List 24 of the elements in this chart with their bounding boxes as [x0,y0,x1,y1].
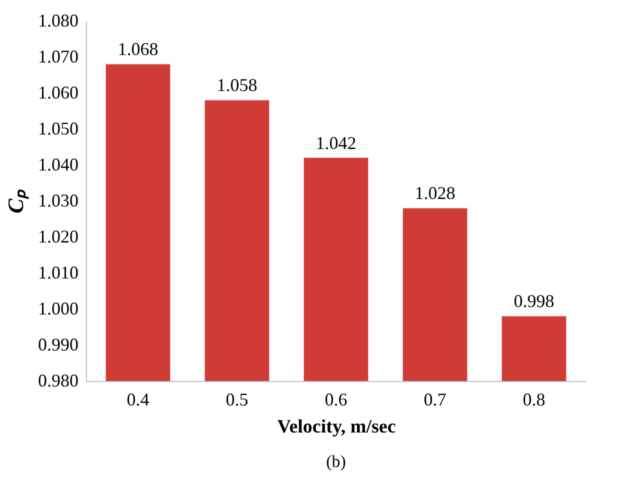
text: (b) [326,452,346,471]
y-tick-label: 1.080 [38,10,78,30]
x-tick-label: 0.7 [424,390,446,410]
y-tick-label: 1.010 [38,262,78,282]
data-label: 1.068 [118,39,158,60]
y-tick-label: 1.050 [38,118,78,138]
data-label: 0.998 [514,291,554,312]
y-tick-label: 0.980 [38,370,78,390]
y-axis-title: Cₚ [3,188,29,214]
y-tick-label: 1.020 [38,226,78,246]
data-label: 1.042 [316,132,356,153]
y-tick-label: 1.070 [38,46,78,66]
x-tick-label: 0.4 [126,390,150,410]
y-tick-label: 1.060 [38,82,78,102]
y-tick-label: 1.000 [38,298,78,318]
data-label: 1.028 [414,183,456,204]
x-axis-title: Velocity, m/sec [277,416,396,438]
y-tick-label: 0.990 [38,334,78,354]
x-tick-label: 0.8 [522,390,546,410]
x-tick-label: 0.5 [226,390,248,410]
x-tick-label: 0.6 [324,390,348,410]
y-tick-label: 1.030 [38,190,78,210]
data-label: 1.058 [216,75,258,96]
y-tick-label: 1.040 [38,154,78,174]
